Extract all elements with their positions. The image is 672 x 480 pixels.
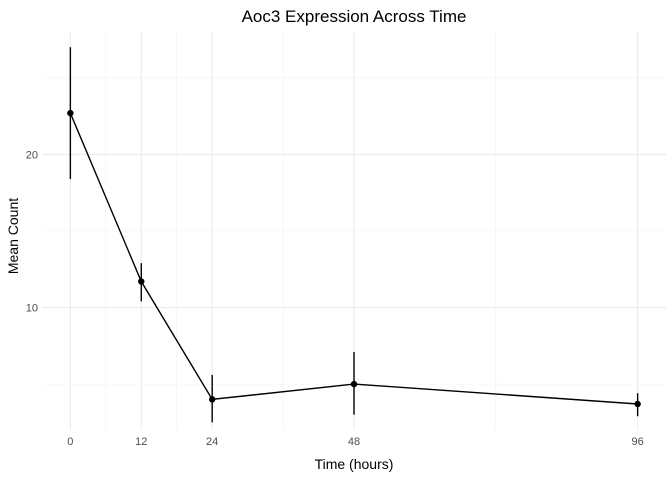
x-tick-label: 48 [348,436,360,448]
data-point [208,396,216,403]
x-tick-label: 0 [67,436,73,448]
x-tick-label: 96 [632,436,644,448]
y-axis-title: Mean Count [5,198,21,274]
data-point [634,400,641,408]
y-tick-label: 20 [26,149,38,161]
y-tick-labels: 10 20 [26,149,38,314]
data-point [138,278,145,285]
y-tick-label: 10 [26,303,38,315]
x-tick-label: 12 [135,436,147,448]
x-tick-label: 24 [206,436,218,448]
data-points [67,109,641,408]
x-tick-labels: 0 12 24 48 96 [67,436,643,448]
data-point [67,109,74,117]
chart-title: Aoc3 Expression Across Time [242,7,467,26]
data-point [350,380,358,388]
x-axis-title: Time (hours) [315,456,394,472]
